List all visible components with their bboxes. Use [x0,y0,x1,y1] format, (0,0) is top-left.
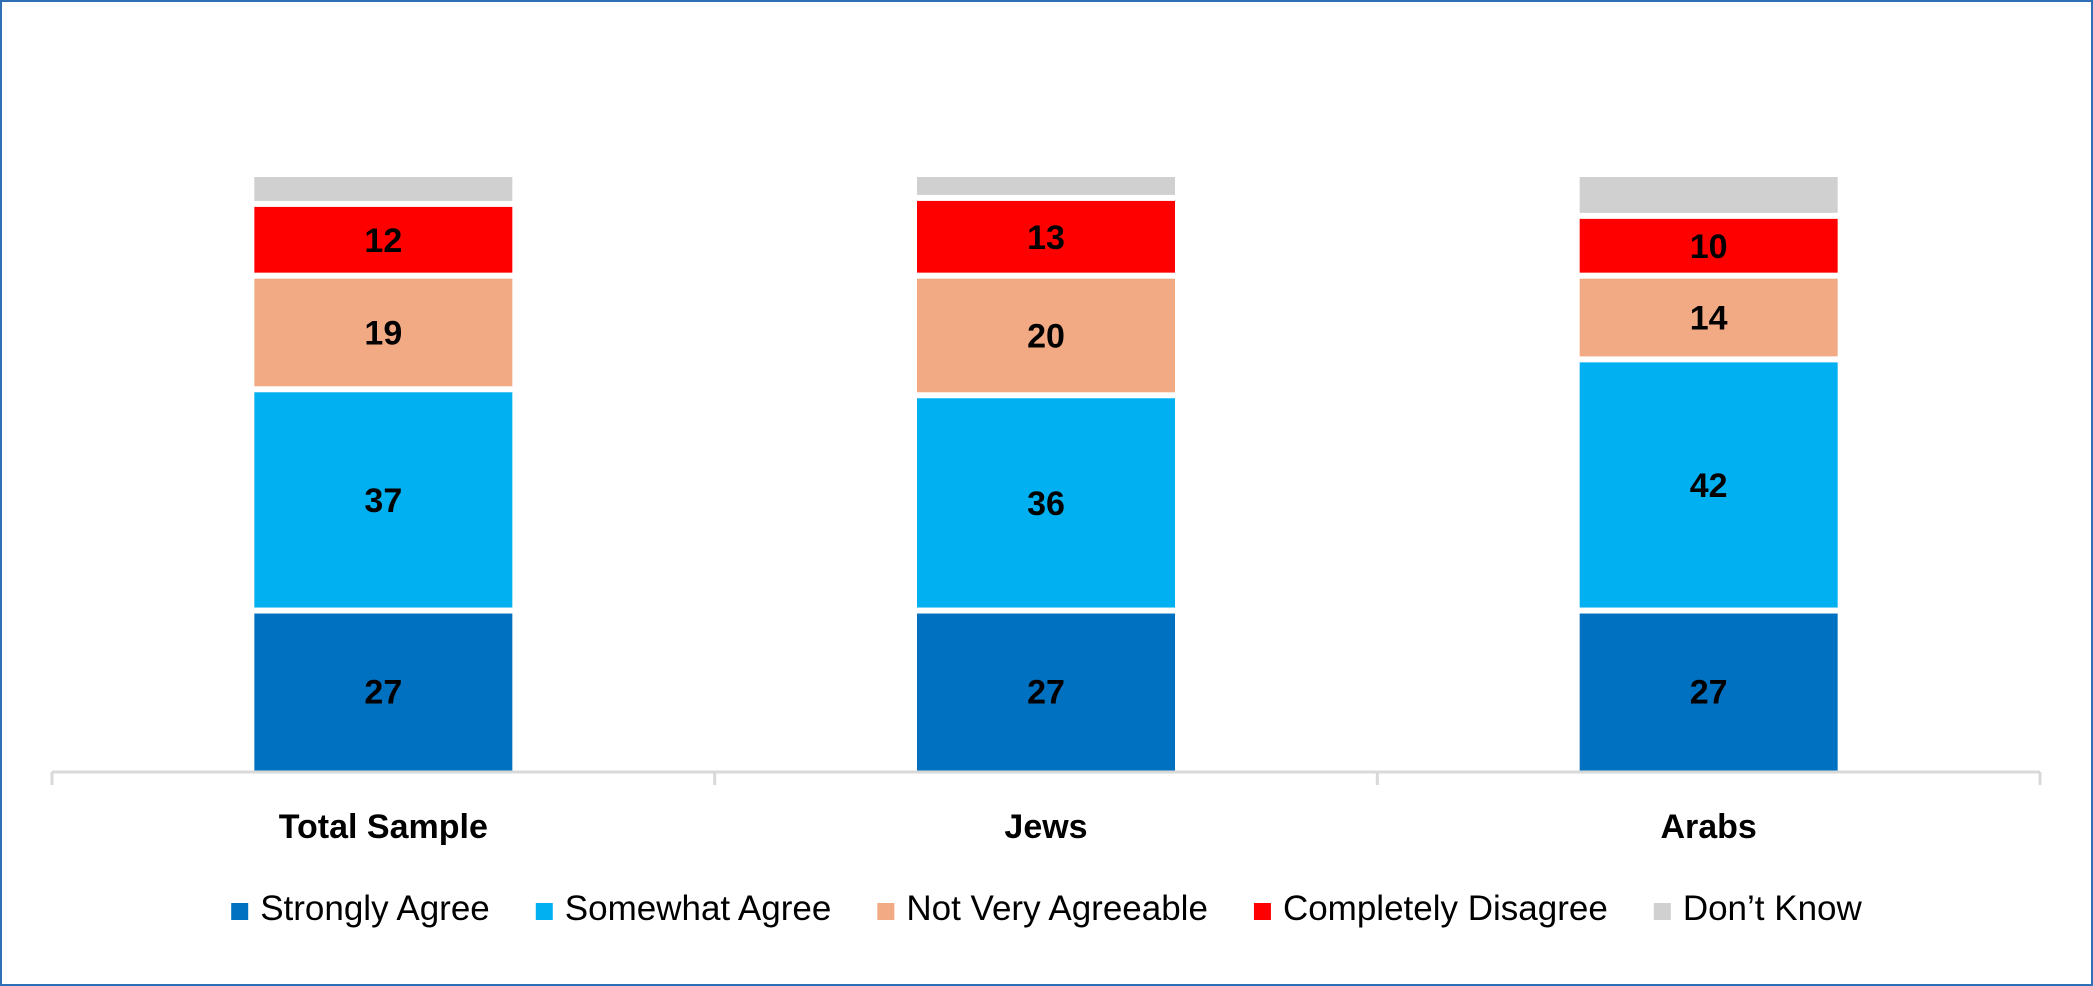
data-label-jews-somewhat-agree: 36 [1027,485,1065,523]
bar-segment-arabs-not-very-agreeable [1579,278,1838,357]
bar-segment-total-sample-dont-know [254,177,513,201]
data-label-arabs-strongly-agree: 27 [1690,673,1728,711]
category-label-arabs: Arabs [1660,808,1756,846]
category-label-jews: Jews [1004,808,1087,846]
legend-label-dont-know: Don’t Know [1683,889,1863,928]
legend-marker-dont-know [1653,903,1671,920]
bar-segment-total-sample-not-very-agreeable [254,278,513,387]
legend-marker-strongly-agree [231,903,249,920]
data-label-jews-completely-disagree: 13 [1027,219,1065,257]
legend-label-not-very-agreeable: Not Very Agreeable [906,889,1208,928]
data-label-arabs-completely-disagree: 10 [1690,228,1728,266]
legend-label-completely-disagree: Completely Disagree [1283,889,1608,928]
legend-item-strongly-agree: Strongly Agree [231,889,490,928]
data-label-arabs-not-very-agreeable: 14 [1690,300,1728,338]
data-label-total-sample-completely-disagree: 12 [364,222,402,260]
bar-segment-arabs-somewhat-agree [1579,362,1838,608]
bar-segment-jews-dont-know [917,177,1175,195]
legend-marker-completely-disagree [1253,903,1271,920]
legend-marker-not-very-agreeable [877,903,895,920]
legend-marker-somewhat-agree [535,903,553,920]
legend-item-not-very-agreeable: Not Very Agreeable [877,889,1208,928]
bar-segment-total-sample-somewhat-agree [254,392,513,608]
legend: Strongly Agree Somewhat Agree Not Very Agr… [231,889,1863,928]
data-label-arabs-somewhat-agree: 42 [1690,467,1728,505]
bars-group [254,177,1838,772]
legend-label-strongly-agree: Strongly Agree [260,889,490,928]
legend-item-somewhat-agree: Somewhat Agree [535,889,832,928]
category-labels-group: Total Sample Jews Arabs [279,808,1757,846]
bar-segment-jews-completely-disagree [917,200,1175,273]
bar-segment-arabs-dont-know [1579,177,1838,213]
bar-segment-arabs-completely-disagree [1579,218,1838,273]
bar-segment-arabs-strongly-agree [1579,613,1838,772]
bar-segment-total-sample-strongly-agree [254,613,513,772]
data-label-total-sample-somewhat-agree: 37 [364,482,402,520]
legend-label-somewhat-agree: Somewhat Agree [565,889,832,928]
bar-segment-jews-strongly-agree [917,613,1175,772]
x-axis-ticks [50,772,2042,785]
bar-segment-total-sample-completely-disagree [254,206,513,273]
data-labels-group: 27 37 19 12 27 36 20 13 27 42 14 10 [364,219,1727,711]
data-label-jews-strongly-agree: 27 [1027,673,1065,711]
bar-segment-jews-somewhat-agree [917,398,1175,608]
data-label-total-sample-not-very-agreeable: 19 [364,314,402,352]
data-label-total-sample-strongly-agree: 27 [364,673,402,711]
bar-segment-jews-not-very-agreeable [917,278,1175,393]
legend-item-completely-disagree: Completely Disagree [1253,889,1608,928]
category-label-total-sample: Total Sample [279,808,488,846]
legend-item-dont-know: Don’t Know [1653,889,1863,928]
plot-area: 27 37 19 12 27 36 20 13 27 42 14 10 Total Sample Jew… [50,177,2042,846]
data-label-jews-not-very-agreeable: 20 [1027,317,1065,355]
